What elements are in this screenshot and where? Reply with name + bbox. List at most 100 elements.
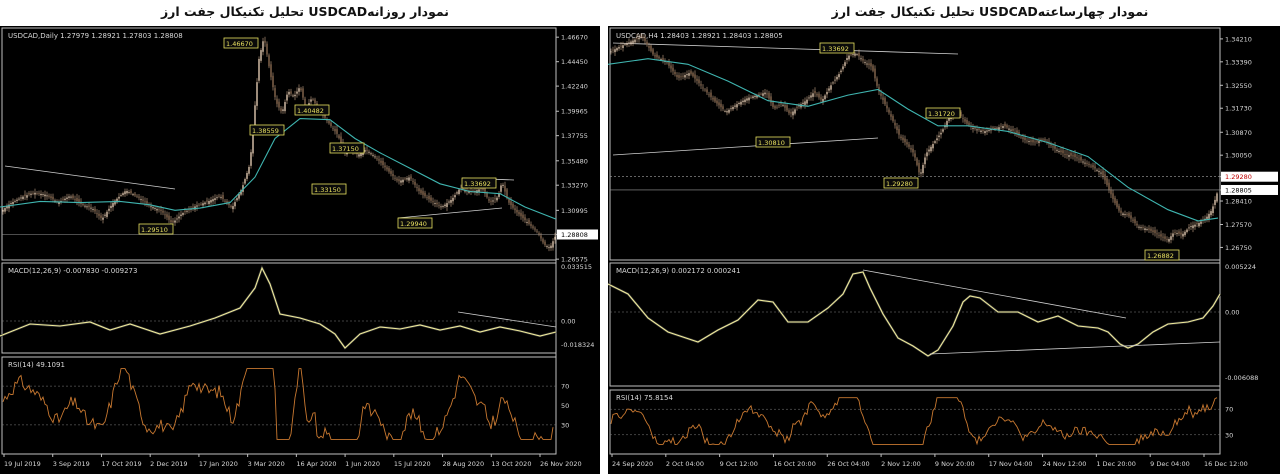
- candle-body: [1088, 163, 1090, 165]
- candle-body: [724, 110, 726, 112]
- daily-chart-panel[interactable]: USDCAD,Daily 1.27979 1.28921 1.27803 1.2…: [0, 26, 600, 474]
- candle-body: [982, 129, 984, 132]
- candle-body: [1076, 157, 1078, 159]
- candle-body: [50, 196, 52, 199]
- candle-body: [364, 150, 366, 152]
- candle-body: [730, 108, 732, 110]
- candle-body: [426, 197, 428, 199]
- candle-body: [390, 171, 392, 174]
- price-annotation: 1.33692: [464, 180, 491, 188]
- candle-body: [1124, 214, 1126, 216]
- candle-body: [828, 88, 830, 91]
- candle-body: [370, 153, 372, 155]
- h4-chart-panel[interactable]: USDCAD,H4 1.28403 1.28921 1.28403 1.2880…: [608, 26, 1280, 474]
- candle-body: [924, 157, 926, 165]
- candle-body: [160, 209, 162, 211]
- candle-body: [640, 35, 642, 37]
- candle-body: [142, 199, 144, 201]
- candle-body: [236, 198, 238, 201]
- price-annotation-box: [294, 104, 330, 116]
- candle-body: [896, 126, 898, 131]
- macd-axis-label: 0.00: [1225, 309, 1239, 317]
- candle-body: [274, 88, 276, 98]
- candle-body: [1084, 162, 1086, 164]
- candle-body: [650, 45, 652, 52]
- candle-body: [150, 206, 152, 208]
- candle-body: [894, 122, 896, 126]
- candle-body: [234, 202, 236, 207]
- price-annotation-box: [1144, 249, 1180, 261]
- candle-body: [126, 190, 128, 194]
- candle-body: [162, 210, 164, 213]
- candle-body: [1134, 219, 1136, 224]
- candle-body: [636, 37, 638, 39]
- candle-body: [314, 99, 316, 104]
- candle-body: [614, 49, 616, 53]
- candle-body: [134, 193, 136, 196]
- candle-body: [90, 207, 92, 209]
- candle-body: [892, 116, 894, 121]
- candle-body: [180, 214, 182, 216]
- candle-body: [908, 144, 910, 147]
- candle-body: [750, 97, 752, 98]
- candle-body: [974, 127, 976, 129]
- h4-chart-svg[interactable]: USDCAD,H4 1.28403 1.28921 1.28403 1.2880…: [608, 26, 1280, 474]
- candle-body: [184, 210, 186, 212]
- candle-body: [962, 118, 964, 119]
- candle-body: [726, 111, 728, 113]
- price-annotation: 1.33692: [822, 45, 849, 53]
- candle-body: [116, 198, 118, 203]
- candle-body: [472, 190, 474, 192]
- candle-body: [694, 74, 696, 79]
- candle-body: [616, 48, 618, 51]
- price-annotation-box: [249, 124, 285, 136]
- candle-body: [776, 106, 778, 108]
- date-label: 2 Dec 2019: [150, 460, 187, 468]
- candle-body: [156, 209, 158, 211]
- price-tick-label: 1.27570: [1225, 221, 1252, 229]
- candle-body: [2, 209, 4, 212]
- candle-body: [652, 49, 654, 55]
- candle-body: [710, 92, 712, 98]
- rsi-axis-label: 50: [561, 402, 569, 410]
- candle-body: [692, 72, 694, 77]
- candle-body: [802, 102, 804, 104]
- candle-body: [448, 201, 450, 203]
- candle-body: [1182, 233, 1184, 237]
- candle-body: [418, 188, 420, 192]
- candle-body: [420, 189, 422, 194]
- price-annotation: 1.33150: [314, 186, 341, 194]
- daily-chart-svg[interactable]: USDCAD,Daily 1.27979 1.28921 1.27803 1.2…: [0, 26, 600, 474]
- candle-body: [996, 127, 998, 129]
- price-annotation-box: [925, 107, 961, 119]
- date-label: 17 Nov 04:00: [989, 460, 1033, 468]
- date-label: 3 Mar 2020: [248, 460, 285, 468]
- candle-body: [1188, 227, 1190, 229]
- price-tick-label: 1.33270: [561, 182, 588, 190]
- candle-body: [946, 120, 948, 127]
- candle-body: [36, 193, 38, 194]
- candle-body: [1180, 232, 1182, 235]
- date-label: 1 Jun 2020: [345, 460, 380, 468]
- candle-body: [82, 203, 84, 206]
- price-tick-label: 1.30050: [1225, 152, 1252, 160]
- candle-body: [940, 132, 942, 135]
- candle-body: [1136, 223, 1138, 226]
- candle-body: [210, 200, 212, 203]
- candle-body: [798, 105, 800, 107]
- candle-body: [1050, 143, 1052, 146]
- candle-body: [300, 88, 302, 91]
- candle-body: [328, 120, 330, 124]
- candle-body: [208, 200, 210, 204]
- candle-body: [182, 213, 184, 215]
- candle-body: [838, 74, 840, 78]
- candle-body: [700, 84, 702, 86]
- date-label: 3 Sep 2019: [53, 460, 90, 468]
- candle-body: [164, 214, 166, 216]
- candle-body: [268, 55, 270, 67]
- macd-line: [0, 266, 557, 349]
- candle-body: [1012, 129, 1014, 131]
- candle-body: [714, 97, 716, 102]
- date-label: 16 Dec 12:00: [1204, 460, 1248, 468]
- candle-body: [872, 65, 874, 71]
